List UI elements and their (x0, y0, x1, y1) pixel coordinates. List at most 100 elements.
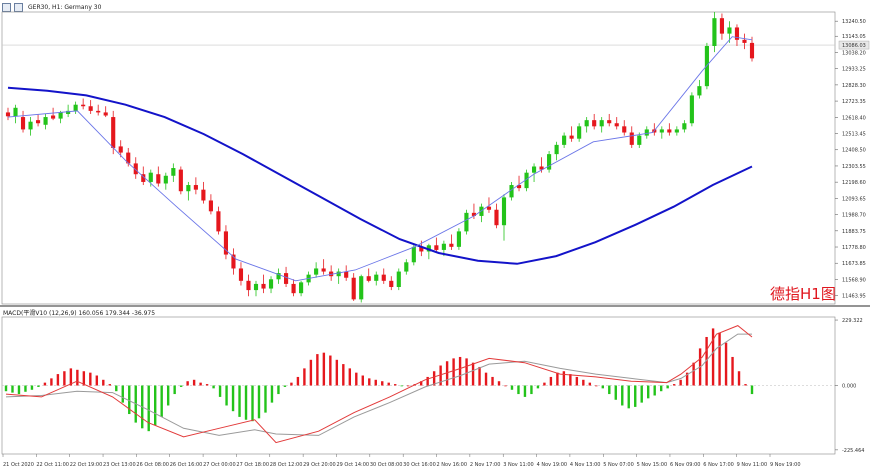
time-tick-label: 6 Nov 17:00 (703, 462, 734, 468)
macd-hist-bar (439, 365, 442, 386)
macd-hist-bar (445, 361, 449, 386)
macd-hist-bar (627, 385, 630, 409)
candle-body (35, 120, 41, 124)
macd-hist-bar (108, 384, 111, 386)
price-tick-label: 12513.45 (842, 132, 866, 138)
macd-hist-bar (666, 385, 669, 389)
candle-body (291, 283, 296, 294)
candle-body (547, 154, 552, 170)
macd-hist-bar (218, 385, 222, 397)
candle-body (404, 262, 409, 272)
price-tick-label: 12198.60 (842, 180, 866, 186)
current-price-tag (838, 40, 870, 50)
candle-body (637, 135, 642, 145)
macd-hist-bar (264, 385, 267, 413)
macd-hist-bar (316, 354, 319, 386)
price-tick-label: 13240.50 (842, 19, 866, 25)
macd-hist-bar (244, 385, 248, 420)
candle-body (246, 280, 251, 291)
macd-hist-bar (186, 381, 189, 386)
macd-hist-bar (400, 385, 403, 387)
candle-body (344, 271, 349, 278)
candle-body (509, 185, 514, 198)
macd-hist-bar (582, 379, 585, 386)
macd-hist-bar (549, 376, 553, 386)
candle-body (659, 129, 664, 133)
time-tick-label: 23 Oct 13:00 (103, 462, 136, 468)
candle-body (464, 212, 469, 232)
candle-body (539, 166, 544, 170)
macd-hist-bar (348, 368, 352, 386)
macd-hist-bar (432, 371, 436, 386)
candle-body (411, 246, 416, 263)
candle-body (471, 212, 477, 216)
candle-body (148, 172, 153, 182)
chart-annotation: 德指H1图 (770, 285, 836, 303)
time-tick-label: 29 Oct 14:00 (336, 462, 369, 468)
chart-type-icon[interactable] (2, 2, 11, 12)
time-tick-label: 6 Nov 09:00 (670, 462, 701, 468)
candle-body (314, 268, 319, 275)
macd-hist-bar (653, 385, 656, 396)
macd-hist-bar (374, 379, 377, 386)
price-panel-frame (1, 11, 836, 305)
candle-body (682, 123, 687, 130)
macd-hist-bar (718, 332, 721, 386)
candle-body (531, 166, 537, 173)
macd-hist-bar (283, 385, 287, 387)
candle-body (486, 206, 492, 210)
candle-body (43, 117, 48, 125)
macd-hist-bar (128, 385, 131, 415)
macd-hist-bar (562, 371, 566, 386)
macd-hist-bar (231, 385, 235, 412)
candle-body (592, 120, 597, 127)
macd-hist-bar (491, 376, 494, 386)
candle-body (163, 175, 168, 184)
macd-hist-bar (543, 382, 546, 386)
candle-body (644, 129, 649, 136)
macd-hist-bar (4, 385, 8, 392)
candle-body (607, 120, 612, 124)
candle-body (171, 168, 176, 176)
macd-hist-bar (394, 384, 397, 386)
price-tick-label: 11673.85 (842, 261, 866, 267)
chart-header: GER30, H1: Germany 30 (2, 1, 101, 13)
macd-hist-bar (225, 385, 228, 406)
price-tick-label: 12828.30 (842, 83, 866, 89)
macd-hist-bar (102, 379, 105, 386)
macd-hist-bar (724, 342, 728, 386)
candle-body (719, 18, 725, 34)
price-tick-label: 11988.70 (842, 213, 866, 219)
time-tick-label: 30 Oct 16:00 (403, 462, 436, 468)
candle-body (201, 189, 206, 201)
macd-hist-bar (342, 364, 345, 386)
candle-body (389, 280, 394, 288)
ma-slow-line (7, 86, 753, 265)
candle-body (261, 283, 266, 289)
candle-body (283, 273, 289, 284)
ma-fast-line (7, 36, 753, 282)
candle-body (494, 209, 499, 226)
candle-body (20, 117, 26, 130)
macd-hist-bar (147, 385, 150, 432)
candle-body (336, 271, 341, 277)
timeframe-icon[interactable] (14, 2, 23, 12)
candle-body (178, 169, 183, 192)
macd-hist-bar (659, 385, 663, 392)
macd-hist-bar (679, 379, 682, 386)
price-tick-label: 11883.75 (842, 229, 866, 235)
macd-hist-bar (601, 385, 604, 389)
price-tick-label: 12408.50 (842, 148, 866, 154)
candle-body (73, 104, 78, 111)
macd-hist-bar (11, 385, 14, 393)
candle-body (584, 120, 589, 127)
price-tick-label: 12933.25 (842, 67, 866, 73)
price-tick-label: 11463.95 (842, 294, 866, 300)
macd-hist-bar (523, 385, 527, 397)
time-tick-label: 2 Nov 16:00 (437, 462, 468, 468)
candle-body (359, 276, 364, 300)
macd-hist-bar (121, 385, 124, 403)
macd-hist-bar (685, 372, 689, 386)
macd-hist-bar (17, 385, 21, 395)
